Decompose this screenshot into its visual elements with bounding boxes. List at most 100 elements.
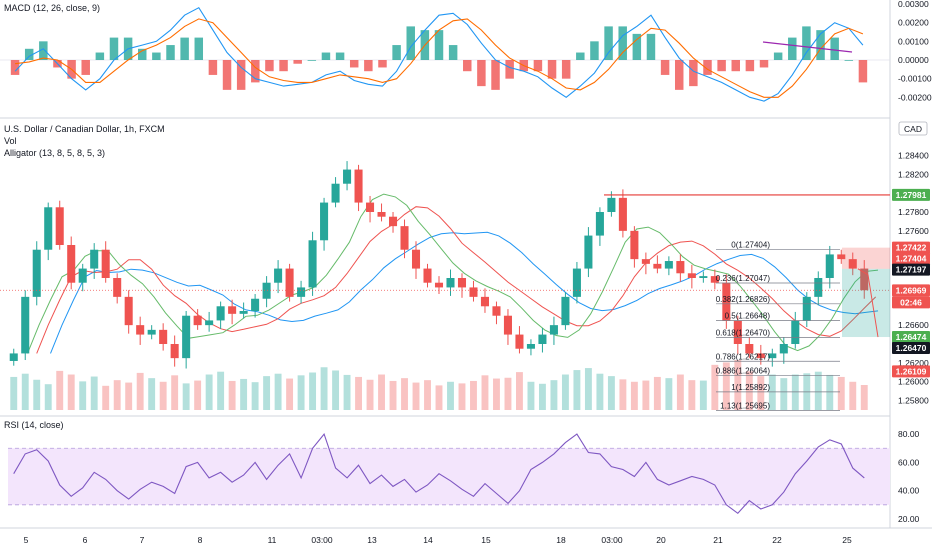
volume-bar	[676, 374, 684, 410]
candle-body	[9, 353, 18, 361]
time-axis-label: 18	[556, 535, 566, 545]
macd-histogram-bar	[10, 60, 20, 75]
candle-body	[262, 282, 271, 299]
macd-histogram-bar	[152, 52, 161, 60]
volume-bar	[607, 376, 615, 410]
position-risk-zone	[842, 247, 890, 269]
macd-histogram-bar	[717, 60, 726, 72]
time-axis[interactable]: 5 6 7 8 11 03:00 13 14 15 18 03:00 20 21 22 25	[24, 535, 852, 545]
price-axis[interactable]: 0.00300 0.00200 0.00100 0.00000 -0.00100 -0.0…	[892, 0, 932, 524]
price-axis-tick: 1.28200	[898, 169, 929, 179]
candle-body	[308, 240, 317, 288]
candle-body	[205, 320, 214, 326]
macd-histogram-bar	[547, 60, 557, 79]
price-axis-tick: 1.25800	[898, 396, 929, 406]
candle-body	[538, 334, 547, 344]
fib-level-label: 0.886(1.26064)	[716, 367, 771, 376]
volume-bar	[240, 378, 248, 410]
volume-bar	[447, 381, 454, 410]
time-axis-label: 6	[83, 535, 88, 545]
candle-body	[182, 315, 191, 359]
macd-histogram-bar	[802, 26, 811, 60]
macd-histogram-bar	[138, 48, 147, 60]
macd-histogram-bar	[251, 60, 260, 83]
candle-body	[814, 278, 823, 297]
candle-body	[848, 259, 857, 269]
volume-bar	[33, 379, 41, 410]
macd-histogram-bar	[844, 60, 854, 61]
price-tag-label: 1.26470	[896, 343, 927, 353]
candle-body	[584, 235, 593, 269]
macd-histogram-bar	[830, 37, 839, 60]
candle-body	[297, 287, 306, 297]
candle-body	[641, 259, 650, 264]
rsi-line	[13, 432, 865, 515]
divergence-line	[762, 41, 853, 53]
volume-bar	[665, 378, 673, 410]
volume-bar	[251, 382, 259, 410]
candle-body	[67, 245, 76, 283]
price-tag-label: 1.27422	[896, 243, 927, 253]
candle-body	[676, 261, 685, 274]
rsi-pane[interactable]	[8, 432, 890, 515]
volume-bar	[780, 378, 788, 410]
volume-bar	[745, 371, 753, 410]
volume-bar	[538, 383, 546, 410]
fib-level-label: 1.13(1.25695)	[720, 401, 770, 410]
time-axis-label: 03:00	[311, 535, 333, 545]
macd-histogram-bar	[689, 60, 698, 87]
candle-body	[710, 276, 719, 283]
price-tag	[892, 296, 930, 309]
candle-body	[630, 230, 639, 260]
candle-body	[791, 320, 800, 344]
volume-bar	[757, 376, 765, 410]
price-tag-label: 1.27404	[896, 254, 927, 264]
time-axis-label: 21	[713, 535, 723, 545]
macd-histogram-bar	[194, 37, 204, 60]
candle-body	[285, 268, 294, 297]
price-tag	[892, 263, 930, 276]
volume-bar	[366, 379, 374, 410]
volume-bar	[630, 381, 638, 410]
price-tag-label: 1.26969	[896, 285, 927, 295]
price-title: U.S. Dollar / Canadian Dollar, 1h, FXCM	[4, 124, 165, 134]
rsi-axis-tick: 60.00	[898, 457, 920, 467]
candle-body	[503, 315, 512, 335]
price-tag	[892, 342, 930, 355]
volume-bar	[332, 370, 340, 410]
volume-bar	[584, 368, 592, 410]
candle-body	[733, 320, 742, 344]
candle-body	[44, 207, 53, 250]
macd-histogram-bar	[180, 37, 189, 60]
volume-bar	[837, 376, 845, 410]
macd-histogram-bar	[95, 52, 105, 60]
macd-histogram-bar	[660, 60, 670, 75]
volume-bar	[67, 374, 75, 410]
macd-histogram-bar	[39, 41, 48, 60]
macd-histogram-bar	[109, 37, 119, 60]
volume-bar	[424, 380, 431, 410]
candle-body	[802, 296, 811, 321]
candle-body	[331, 183, 340, 203]
volume-bar	[504, 377, 512, 410]
candle-body	[354, 169, 363, 203]
macd-histogram-bar	[477, 60, 486, 87]
macd-pane[interactable]	[0, 6, 890, 102]
price-axis-tick: 1.26000	[898, 377, 929, 387]
price-pane[interactable]: 0(1.27404) 0.236(1.27047) 0.382(1.26826) 0.…	[0, 161, 890, 411]
price-tag-label: 1.27981	[896, 190, 927, 200]
macd-histogram-bar	[321, 52, 331, 60]
time-axis-label: 13	[367, 535, 377, 545]
macd-axis-tick: 0.00300	[898, 0, 929, 9]
volume-bar	[389, 380, 397, 410]
candle-body	[837, 254, 846, 260]
macd-histogram-bar	[773, 52, 783, 60]
price-tag	[892, 331, 930, 344]
volume-bar	[171, 375, 179, 410]
macd-axis-tick: -0.00100	[898, 74, 932, 84]
candle-body	[423, 268, 432, 283]
currency-box[interactable]	[898, 121, 928, 136]
macd-axis-tick: -0.00200	[898, 92, 932, 102]
volume-bar	[102, 385, 110, 410]
